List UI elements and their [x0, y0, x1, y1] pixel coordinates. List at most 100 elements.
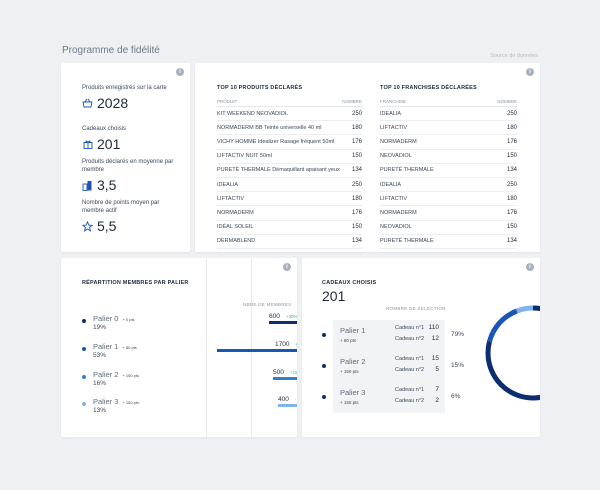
stat-label: Cadeaux choisis — [82, 126, 127, 132]
table-row[interactable]: LIFTACTIV 180 — [380, 121, 517, 136]
top-products-table: TOP 10 PRODUITS DÉCLARÉS PRODUIT NOMBRE … — [217, 85, 362, 249]
row-name: PURETÉ THERMALE Démaquillant apaisant ye… — [217, 167, 340, 174]
tier-bar — [273, 377, 297, 380]
row-value: 150 — [506, 153, 517, 160]
row-value: 180 — [506, 195, 517, 202]
divider — [206, 258, 207, 437]
tier-distribution-card: i RÉPARTITION MEMBRES PAR PALIER NBRE DE… — [61, 258, 297, 437]
card-title: RÉPARTITION MEMBRES PAR PALIER — [82, 280, 189, 286]
row-name: LIFTACTIV — [217, 195, 245, 202]
source-link[interactable]: Source de données — [490, 53, 538, 59]
group-name: Palier 1 — [340, 326, 366, 335]
stat-value: 201 — [97, 136, 121, 152]
table-row[interactable]: LIFTACTIV NUIT 50ml 150 — [217, 150, 362, 164]
table-row[interactable]: KIT WEEKEND NEOVADIOL 250 — [217, 107, 362, 122]
table-row[interactable]: IDÉAL SOLEIL 150 — [217, 221, 362, 235]
info-icon[interactable]: i — [176, 68, 184, 76]
row-value: 250 — [351, 110, 362, 117]
table-row[interactable]: LIFTACTIV 180 — [380, 192, 517, 207]
group-dot — [322, 333, 326, 337]
tier-percent: 53% — [93, 352, 107, 359]
row-value: 134 — [506, 238, 517, 245]
group-percent: 15% — [451, 362, 465, 369]
table-row[interactable]: VICHY HOMME Idealizer Rasage fréquent 50… — [217, 135, 362, 150]
gift-count: 5 — [435, 366, 439, 373]
tier-members: 1700 — [275, 341, 290, 348]
stat-value: 2028 — [97, 95, 129, 111]
tier-percent: 13% — [93, 407, 107, 414]
row-value: 150 — [351, 224, 362, 231]
gift-group[interactable]: Palier 1 + 80 pts Cadeau n°1 110 Cadeau n°2 1… — [333, 320, 445, 351]
column-header: PRODUIT — [217, 99, 238, 104]
row-name: NORMADERM — [380, 209, 417, 216]
column-header: FRANCHISE — [380, 99, 407, 104]
tier-percent: 19% — [93, 324, 107, 331]
table-row[interactable]: PURETÉ THERMALE 134 — [380, 235, 517, 249]
gift-group[interactable]: Palier 3 + 150 pts Cadeau n°1 7 Cadeau n°2 2 — [333, 382, 445, 413]
gift-count: 12 — [431, 335, 439, 342]
row-name: LIFTACTIV NUIT 50ml — [217, 153, 272, 160]
group-points: + 80 pts — [340, 338, 357, 343]
gift-label: Cadeau n°2 — [395, 367, 425, 373]
table-row[interactable]: NEOVADIOL 150 — [380, 221, 517, 235]
table-row[interactable]: NORMADERM 176 — [380, 135, 517, 150]
tier-name: Palier 0 + 0 pts — [93, 314, 135, 323]
row-name: LIFTACTIV — [380, 124, 408, 131]
row-value: 134 — [351, 167, 362, 174]
tier-points: + 150 pts — [122, 373, 140, 378]
tier-name-label: Palier 1 — [93, 342, 119, 351]
row-name: PURETÉ THERMALE — [380, 167, 434, 174]
row-value: 180 — [351, 124, 362, 131]
table-row[interactable]: IDEALIA 250 — [217, 178, 362, 193]
info-icon[interactable]: i — [526, 263, 534, 271]
row-value: 134 — [506, 167, 517, 174]
info-icon[interactable]: i — [526, 68, 534, 76]
tier-members: 600 — [269, 313, 280, 320]
info-icon[interactable]: i — [283, 263, 291, 271]
tier-dot — [82, 347, 86, 351]
table-row[interactable]: NORMADERM 176 — [380, 206, 517, 221]
ring-segment-palier-3 — [485, 305, 540, 401]
products-icon — [82, 180, 93, 191]
row-value: 134 — [351, 238, 362, 245]
tier-delta: +15% — [290, 370, 297, 375]
row-value: 180 — [351, 195, 362, 202]
row-value: 250 — [506, 110, 517, 117]
stat-value: 3,5 — [97, 177, 117, 193]
gift-count: 110 — [428, 324, 439, 331]
tier-name: Palier 3 + 150 pts — [93, 397, 139, 406]
table-row[interactable]: IDEALIA 250 — [380, 178, 517, 193]
gift-count: 15 — [431, 355, 439, 362]
table-row[interactable]: IDEALIA 250 — [380, 107, 517, 122]
summary-card: i Produits enregistrés sur la carte 2028… — [61, 63, 190, 252]
row-value: 180 — [506, 124, 517, 131]
stat-value: 5,5 — [97, 218, 117, 234]
group-name: Palier 2 — [340, 357, 366, 366]
row-name: NEOVADIOL — [380, 153, 412, 160]
gift-label: Cadeau n°2 — [395, 336, 425, 342]
gift-label: Cadeau n°1 — [395, 325, 425, 331]
stat-label: Produits déclarés en moyenne par membre — [82, 159, 174, 173]
gift-count: 2 — [435, 397, 439, 404]
tier-delta: -13% — [295, 397, 297, 402]
gift-group[interactable]: Palier 2 + 150 pts Cadeau n°1 15 Cadeau n°2 5 — [333, 351, 445, 382]
table-row[interactable]: NORMADERM BB Teinte universelle 40 ml 180 — [217, 121, 362, 136]
table-row[interactable]: NORMADERM 176 — [217, 206, 362, 221]
tier-points: + 150 pts — [122, 400, 140, 405]
tier-name: Palier 2 + 150 pts — [93, 370, 139, 379]
star-icon — [82, 220, 93, 232]
tier-members: 500 — [273, 369, 284, 376]
table-row[interactable]: LIFTACTIV 180 — [217, 192, 362, 207]
table-row[interactable]: PURETÉ THERMALE 134 — [380, 164, 517, 178]
tier-name-label: Palier 3 — [93, 397, 119, 406]
tier-points: + 80 pts — [122, 345, 137, 350]
table-row[interactable]: DERMABLEND 134 — [217, 235, 362, 249]
row-name: KIT WEEKEND NEOVADIOL — [217, 110, 289, 117]
stat-avg-points: Nombre de points moyen par membre actif … — [82, 199, 182, 234]
table-row[interactable]: PURETÉ THERMALE Démaquillant apaisant ye… — [217, 164, 362, 178]
row-name: VICHY HOMME Idealizer Rasage fréquent 50… — [217, 138, 335, 145]
table-row[interactable]: NEOVADIOL 150 — [380, 150, 517, 164]
stat-label: Nombre de points moyen par membre actif — [82, 200, 160, 214]
table-title: TOP 10 PRODUITS DÉCLARÉS — [217, 85, 303, 91]
row-value: 176 — [506, 138, 517, 145]
